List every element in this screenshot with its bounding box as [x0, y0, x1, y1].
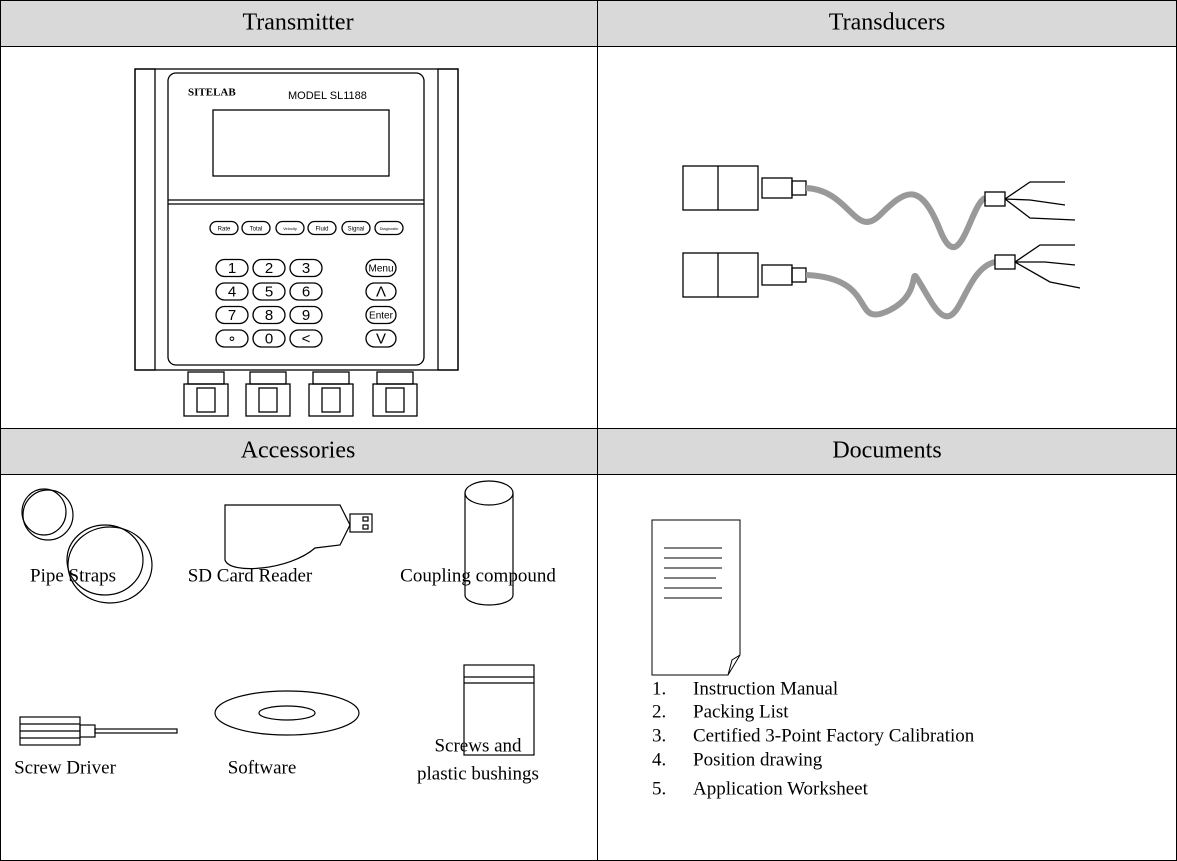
gland	[245, 383, 291, 417]
gland	[187, 371, 225, 385]
key	[365, 282, 397, 301]
document-item: Certified 3-Point Factory Calibration	[693, 725, 975, 746]
key-label: 5	[265, 283, 273, 300]
document-number: 2.	[652, 701, 666, 722]
gland	[385, 387, 405, 413]
key	[215, 329, 249, 348]
key	[365, 329, 397, 348]
key-label: V	[376, 330, 386, 347]
key-label: 2	[265, 260, 273, 277]
key-label: ∘	[227, 330, 236, 347]
key-label: 6	[302, 283, 310, 300]
gland	[183, 383, 229, 417]
gland	[372, 383, 418, 417]
key	[252, 282, 286, 301]
gland	[308, 383, 354, 417]
brand: SITELAB	[188, 87, 236, 99]
key-label: Enter	[369, 311, 394, 322]
key-label: Menu	[368, 264, 393, 275]
accessory-label: SD Card Reader	[188, 565, 313, 586]
gland	[376, 371, 414, 385]
key-label: Rate	[218, 227, 231, 233]
key	[252, 258, 286, 278]
accessory-label: plastic bushings	[417, 763, 539, 784]
key	[252, 305, 286, 325]
accessory-label: Pipe Straps	[30, 565, 116, 586]
key-label: 3	[302, 260, 310, 277]
key	[341, 220, 371, 236]
accessory-label: Coupling compound	[400, 565, 556, 586]
document-number: 4.	[652, 749, 666, 770]
key	[215, 258, 249, 278]
gland	[312, 371, 350, 385]
key-label: Diagnostic	[380, 226, 399, 231]
key-label: Fluid	[315, 227, 328, 233]
key	[374, 220, 404, 236]
accessory-label: Screw Driver	[14, 757, 116, 778]
document-item: Position drawing	[693, 749, 823, 770]
key	[289, 329, 323, 348]
key-label: Total	[250, 227, 263, 233]
key	[275, 220, 305, 236]
transducers-drawing	[682, 165, 1081, 320]
document-item: Packing List	[693, 701, 789, 722]
transmitter-drawing	[134, 68, 459, 417]
gland	[321, 387, 341, 413]
key	[241, 220, 271, 236]
key	[289, 258, 323, 278]
key-label: Velocity	[283, 226, 297, 231]
document-number: 3.	[652, 725, 666, 746]
key-label: 8	[265, 307, 273, 324]
key	[209, 220, 239, 236]
header: Transmitter	[242, 10, 353, 36]
document-item: Application Worksheet	[693, 778, 869, 799]
key	[365, 258, 397, 278]
key	[289, 282, 323, 301]
key	[252, 329, 286, 348]
key	[215, 305, 249, 325]
key-label: <	[302, 330, 311, 347]
key-label: Λ	[376, 283, 386, 300]
key-label: 4	[228, 283, 236, 300]
key-label: 0	[265, 330, 273, 347]
header: Documents	[832, 438, 941, 464]
key	[365, 305, 397, 325]
accessories-drawing	[19, 480, 535, 756]
key	[215, 282, 249, 301]
key-label: 9	[302, 307, 310, 324]
header: Accessories	[241, 438, 356, 464]
header: Transducers	[829, 10, 945, 36]
document-drawing	[651, 519, 741, 676]
gland	[258, 387, 278, 413]
document-number: 1.	[652, 678, 666, 699]
model: MODEL SL1188	[288, 90, 367, 102]
gland	[196, 387, 216, 413]
document-item: Instruction Manual	[693, 678, 838, 699]
header-bg	[0, 0, 1177, 46]
header-bg	[0, 428, 1177, 474]
key-label: 1	[228, 260, 236, 277]
key	[307, 220, 337, 236]
document-number: 5.	[652, 778, 666, 799]
gland	[249, 371, 287, 385]
key-label: Signal	[348, 227, 365, 233]
key-label: 7	[228, 307, 236, 324]
accessory-label: Screws and	[434, 735, 522, 756]
accessory-label: Software	[228, 757, 297, 778]
key	[289, 305, 323, 325]
